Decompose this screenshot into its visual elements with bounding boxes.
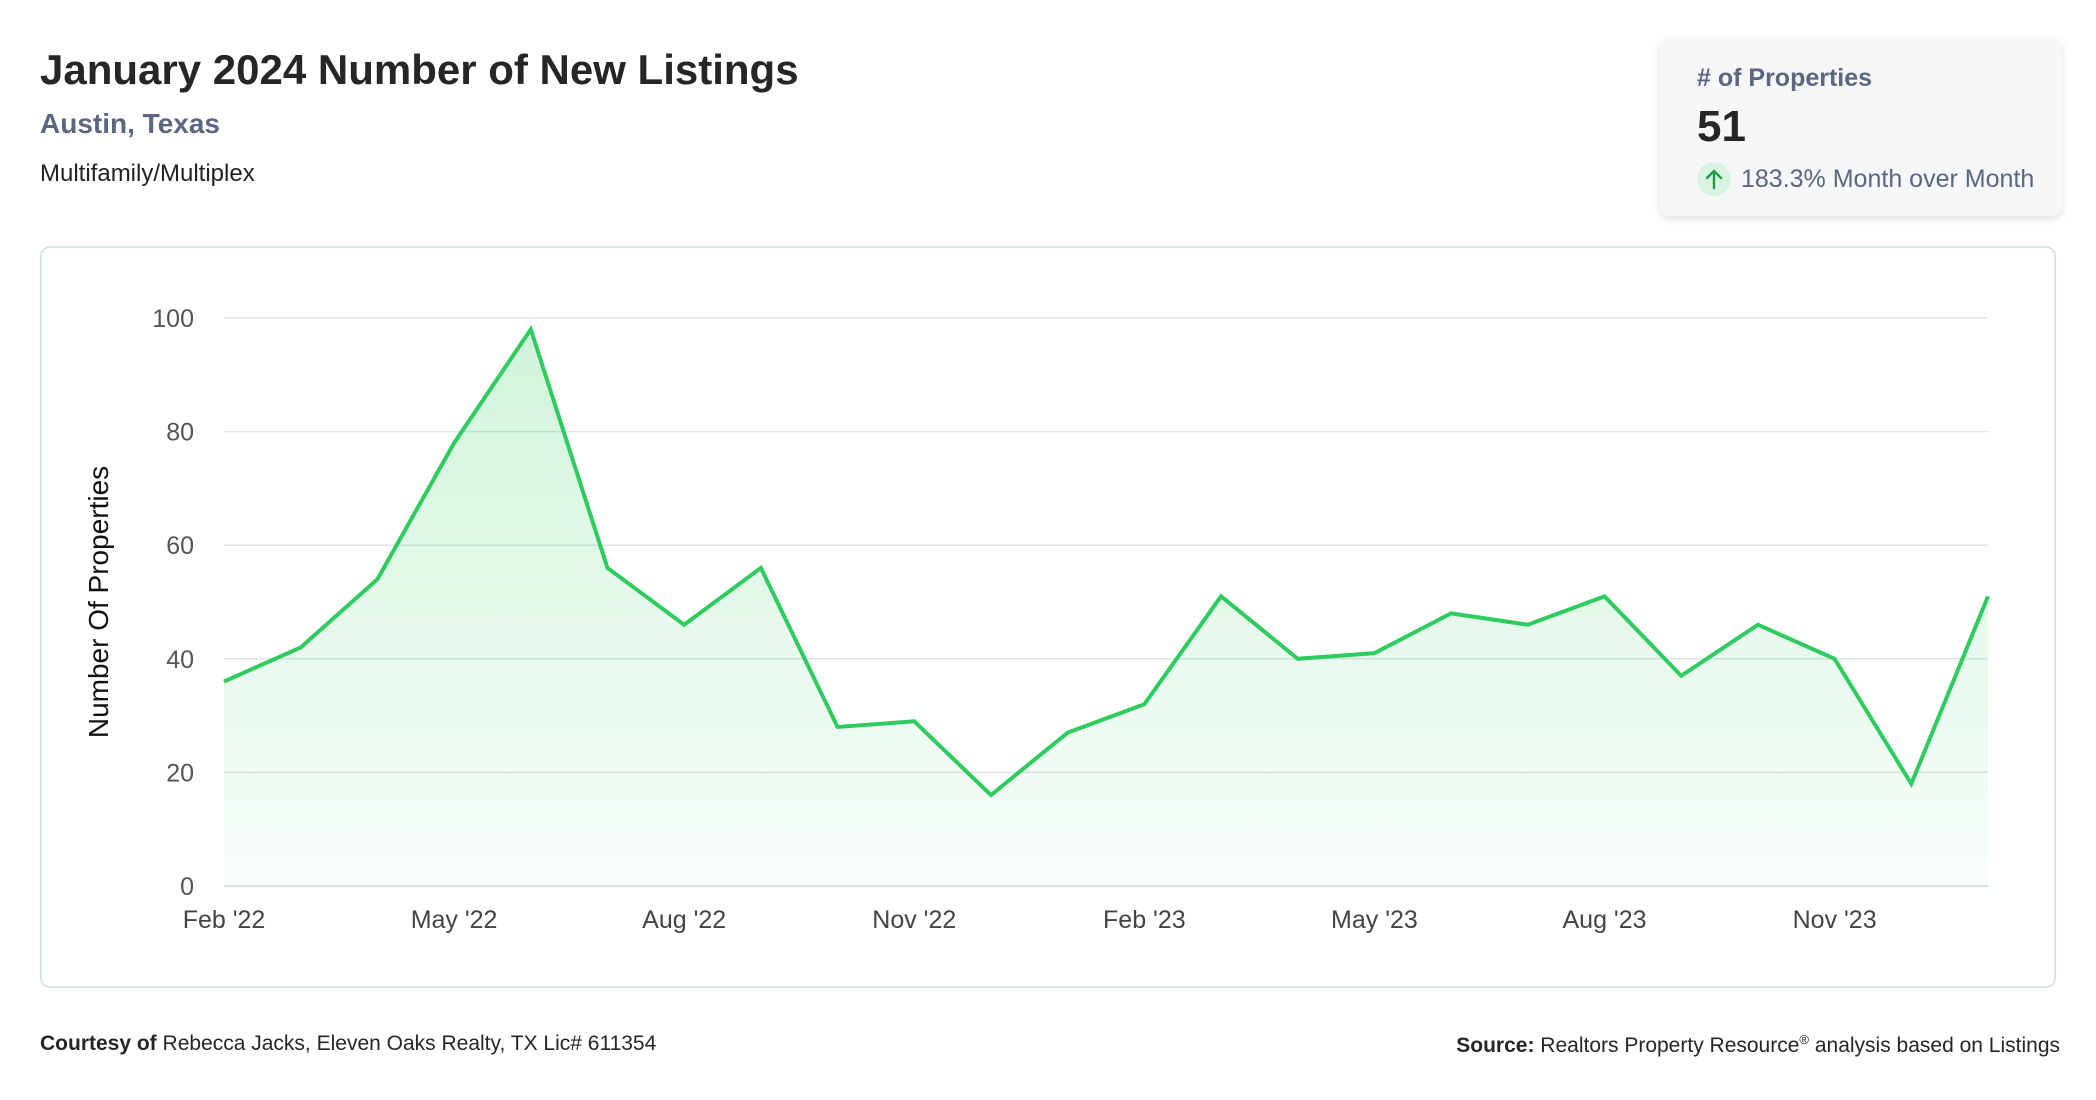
data-point[interactable]: Sep 2022: 56: [757, 564, 765, 572]
data-point[interactable]: Jun 2022: 98: [527, 325, 535, 333]
y-axis-label: Number Of Properties: [83, 466, 114, 738]
source-label: Source:: [1456, 1034, 1535, 1057]
data-point[interactable]: May 2022: 78: [450, 439, 458, 447]
data-point[interactable]: Mar 2023: 51: [1217, 592, 1225, 600]
data-point[interactable]: Oct 2023: 46: [1754, 621, 1762, 629]
data-point[interactable]: Jul 2022: 56: [603, 564, 611, 572]
data-point[interactable]: Oct 2022: 28: [834, 723, 842, 731]
data-point[interactable]: Apr 2022: 54: [373, 575, 381, 583]
data-point[interactable]: Dec 2022: 16: [987, 791, 995, 799]
x-tick-label: May '23: [1331, 906, 1418, 934]
data-point[interactable]: Sep 2023: 37: [1677, 672, 1685, 680]
area-fill: [224, 329, 1988, 886]
data-point[interactable]: Jul 2023: 46: [1524, 621, 1532, 629]
x-tick-label: Aug '22: [642, 906, 726, 934]
footer-source: Source: Realtors Property Resource® anal…: [1456, 1032, 2060, 1058]
data-point[interactable]: Jun 2023: 48: [1447, 609, 1455, 617]
data-point[interactable]: May 2023: 41: [1370, 649, 1378, 657]
data-point[interactable]: Dec 2023: 18: [1907, 780, 1915, 788]
data-point[interactable]: Mar 2022: 42: [297, 643, 305, 651]
data-point[interactable]: Feb 2023: 32: [1140, 700, 1148, 708]
x-tick-label: Nov '22: [872, 906, 956, 934]
x-tick-label: Nov '23: [1793, 906, 1877, 934]
y-tick-label: 20: [166, 759, 194, 787]
x-tick-label: Feb '22: [183, 906, 266, 934]
data-point[interactable]: Apr 2023: 40: [1294, 655, 1302, 663]
data-point[interactable]: Nov 2022: 29: [910, 717, 918, 725]
arrow-up-icon: [1697, 162, 1731, 196]
y-tick-label: 100: [152, 305, 194, 333]
x-tick-label: May '22: [411, 906, 498, 934]
source-text: Realtors Property Resource: [1540, 1034, 1800, 1057]
registered-mark: ®: [1799, 1032, 1809, 1047]
y-tick-label: 0: [180, 873, 194, 901]
stat-change: 183.3% Month over Month: [1697, 162, 2034, 196]
chart-frame: Feb 2022: 36 Mar 2022: 42 Apr 2022: 54 May …: [40, 246, 2056, 988]
courtesy-label: Courtesy of: [40, 1032, 157, 1055]
x-tick-label: Aug '23: [1563, 906, 1647, 934]
courtesy-text: Rebecca Jacks, Eleven Oaks Realty, TX Li…: [162, 1032, 657, 1055]
data-point[interactable]: Aug 2023: 51: [1601, 592, 1609, 600]
stat-card: # of Properties 51 183.3% Month over Mon…: [1660, 38, 2062, 216]
data-point[interactable]: Nov 2023: 40: [1831, 655, 1839, 663]
data-point[interactable]: Aug 2022: 46: [680, 621, 688, 629]
chart-location: Austin, Texas: [40, 108, 220, 139]
line-chart: Feb 2022: 36 Mar 2022: 42 Apr 2022: 54 May …: [83, 305, 1992, 934]
data-point[interactable]: Feb 2022: 36: [220, 678, 228, 686]
footer-courtesy: Courtesy of Rebecca Jacks, Eleven Oaks R…: [40, 1032, 656, 1056]
chart-title: January 2024 Number of New Listings: [40, 46, 799, 93]
series-line: [223, 324, 1990, 798]
x-tick-label: Feb '23: [1103, 906, 1186, 934]
stat-label: # of Properties: [1697, 64, 1873, 92]
data-point[interactable]: Jan 2024: 51: [1984, 592, 1992, 600]
stat-change-text: 183.3% Month over Month: [1741, 164, 2035, 193]
source-suffix: analysis based on Listings: [1814, 1034, 2060, 1057]
y-tick-label: 40: [166, 646, 194, 674]
stat-value: 51: [1697, 102, 1746, 151]
property-category: Multifamily/Multiplex: [40, 160, 255, 187]
y-tick-label: 80: [166, 419, 194, 447]
data-point[interactable]: Jan 2023: 27: [1064, 729, 1072, 737]
y-tick-label: 60: [166, 532, 194, 560]
